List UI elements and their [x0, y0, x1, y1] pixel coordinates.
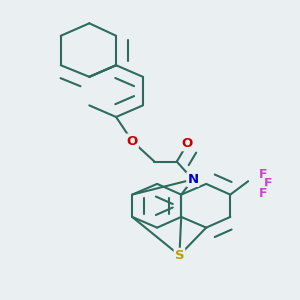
Text: S: S — [175, 249, 184, 262]
Text: F: F — [264, 177, 272, 190]
Text: O: O — [127, 135, 138, 148]
Text: F: F — [259, 187, 267, 200]
Text: F: F — [259, 168, 267, 181]
Text: O: O — [182, 137, 193, 150]
Text: N: N — [187, 173, 198, 186]
